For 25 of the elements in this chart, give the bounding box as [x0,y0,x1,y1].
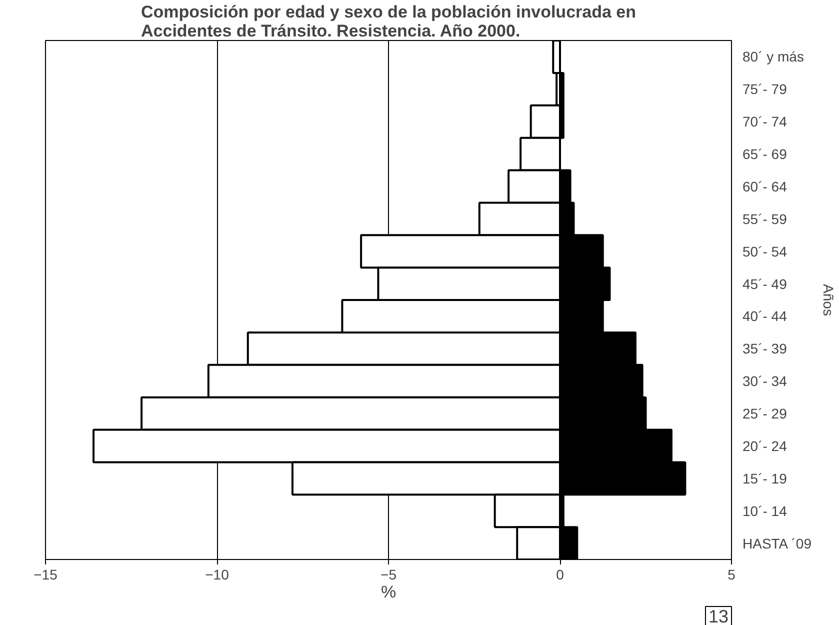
y-tick-label: 80´ y más [742,48,804,65]
x-tick-label: −10 [205,566,230,582]
y-tick-label: 20´- 24 [742,438,788,454]
y-tick-label: 10´- 14 [742,502,788,519]
y-tick-label: 40´- 44 [742,308,788,324]
y-tick-label: 70´- 74 [742,114,788,130]
y-tick-label: 15´- 19 [742,470,788,486]
y-tick-label: 45´- 49 [742,276,788,292]
x-axis-title: % [380,582,396,602]
y-tick-label: 30´- 34 [742,373,788,390]
y-tick-label: 75´- 79 [742,81,788,98]
chart-title: Composición por edad y sexo de la población involucrada en Accidentes de Tránsito. Resistencia. Año 2000. [141,2,636,40]
text: 13 [708,606,729,625]
x-tick-label: −15 [34,566,58,582]
y-tick-label: 65´- 69 [742,146,788,162]
y-tick-label: 55´- 59 [742,210,788,227]
x-tick-label: 5 [728,566,736,582]
x-tick-label: 0 [556,566,564,582]
y-tick-label: 60´- 64 [742,178,788,194]
y-tick-label: 25´- 29 [742,406,788,422]
x-tick-label: −5 [380,566,397,582]
y-tick-label: 35´- 39 [742,340,788,357]
y-axis-title: Años [820,284,836,316]
y-tick-label: HASTA ´09 [742,535,812,552]
y-tick-label: 50´- 54 [742,243,788,260]
